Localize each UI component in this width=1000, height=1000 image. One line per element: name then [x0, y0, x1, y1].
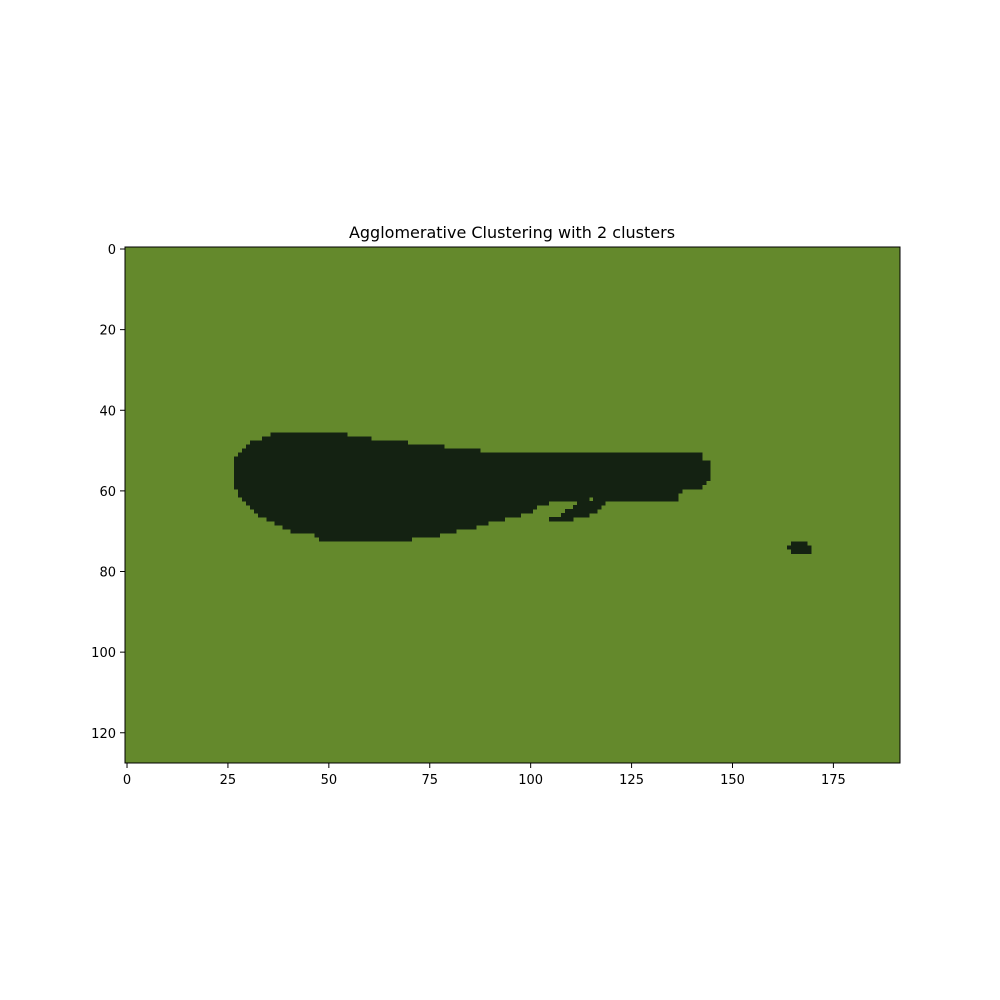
x-tick-label: 150	[720, 773, 745, 788]
x-tick-label: 0	[123, 773, 131, 788]
object-cluster-run	[290, 529, 457, 534]
object-cluster-run	[246, 444, 445, 449]
y-tick-label: 40	[99, 404, 116, 419]
object-cluster-run	[238, 488, 683, 494]
y-axis: 0 20 40 60 80 100 120	[91, 243, 125, 742]
y-tick-label: 60	[99, 485, 116, 500]
object-cluster-run	[282, 525, 477, 530]
y-tick-label: 100	[91, 646, 116, 661]
object-cluster-run	[548, 517, 574, 522]
object-cluster-run	[786, 545, 812, 550]
x-tick-label: 175	[821, 773, 846, 788]
x-tick-label: 50	[321, 773, 338, 788]
object-cluster-run	[242, 496, 590, 502]
y-tick-label: 20	[99, 324, 116, 339]
object-cluster-run	[233, 484, 703, 490]
object-cluster-run	[233, 468, 711, 474]
object-cluster-run	[791, 549, 812, 554]
object-cluster-run	[318, 537, 412, 542]
x-tick-label: 75	[421, 773, 438, 788]
y-tick-label: 0	[108, 243, 116, 258]
object-cluster-run	[233, 480, 707, 486]
object-cluster-run	[593, 496, 679, 502]
object-cluster-run	[254, 509, 534, 514]
object-cluster-run	[233, 464, 711, 470]
object-cluster-run	[233, 472, 711, 478]
object-cluster-run	[573, 505, 602, 510]
object-cluster-run	[266, 517, 505, 522]
object-cluster-run	[262, 436, 372, 441]
object-cluster-run	[242, 448, 481, 453]
chart-title: Agglomerative Clustering with 2 clusters	[349, 223, 675, 242]
x-tick-label: 125	[619, 773, 644, 788]
object-cluster-run	[233, 460, 711, 466]
object-cluster-run	[258, 513, 521, 518]
object-cluster-run	[250, 505, 538, 510]
x-tick-label: 100	[518, 773, 543, 788]
axes-frame	[124, 246, 901, 764]
object-cluster-run	[560, 513, 590, 518]
object-cluster-run	[577, 500, 606, 506]
object-cluster-run	[250, 440, 408, 445]
object-cluster-run	[246, 500, 550, 506]
cluster-image	[125, 247, 900, 763]
object-cluster-run	[274, 521, 489, 526]
object-cluster-run	[270, 432, 348, 437]
x-tick-label: 25	[220, 773, 237, 788]
object-cluster-run	[233, 476, 711, 482]
object-cluster-run	[791, 541, 808, 546]
object-cluster-run	[238, 452, 703, 458]
object-cluster-run	[314, 533, 441, 538]
x-axis: 0 25 50 75 100 125 150 175	[123, 763, 846, 788]
y-tick-label: 120	[91, 727, 116, 742]
y-tick-label: 80	[99, 566, 116, 581]
object-cluster-run	[564, 509, 598, 514]
object-cluster-run	[233, 456, 703, 462]
object-cluster-run	[238, 492, 679, 498]
